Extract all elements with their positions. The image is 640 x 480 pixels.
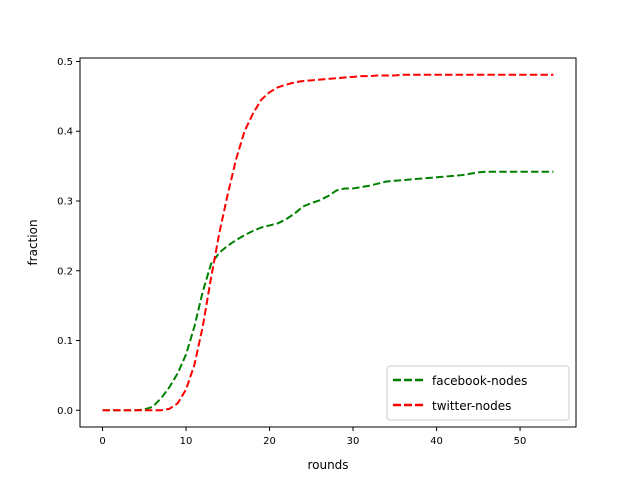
x-tick-label: 40 [430,436,443,447]
y-tick-label: 0.2 [57,266,73,277]
y-tick-label: 0.3 [57,196,73,207]
legend-label-twitter-nodes: twitter-nodes [432,399,511,413]
legend: facebook-nodes twitter-nodes [386,365,570,421]
x-tick-label: 0 [99,436,105,447]
x-tick-label: 20 [263,436,276,447]
x-axis: 0 10 20 30 40 50 [99,427,526,447]
y-tick-label: 0.5 [57,57,73,68]
x-tick-label: 50 [514,436,527,447]
x-axis-label: rounds [307,458,348,472]
series-line-facebook-nodes [102,170,554,412]
y-tick-label: 0.1 [57,336,73,347]
series-line-twitter-nodes [102,73,554,412]
x-tick-label: 30 [347,436,360,447]
y-tick-label: 0.0 [57,406,73,417]
legend-box [386,365,570,421]
y-axis-label: fraction [26,219,40,265]
y-tick-label: 0.4 [57,127,73,138]
x-tick-label: 10 [180,436,193,447]
legend-label-facebook-nodes: facebook-nodes [432,374,527,388]
y-axis: 0.0 0.1 0.2 0.3 0.4 0.5 [57,57,80,417]
series-layer [102,73,554,412]
